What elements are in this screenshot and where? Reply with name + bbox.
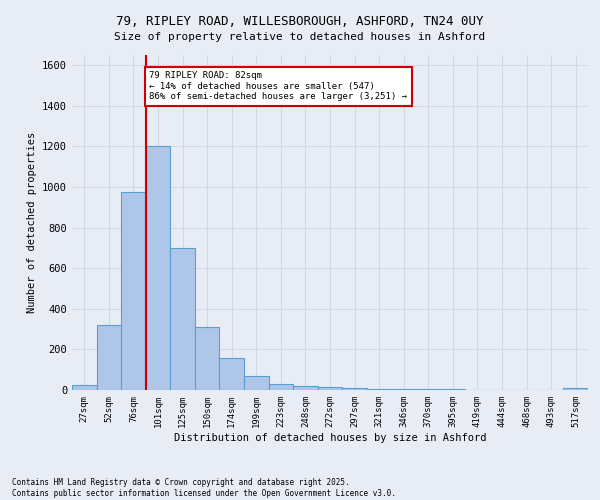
Bar bbox=[121, 192, 146, 390]
Text: 79, RIPLEY ROAD, WILLESBOROUGH, ASHFORD, TN24 0UY: 79, RIPLEY ROAD, WILLESBOROUGH, ASHFORD,… bbox=[116, 15, 484, 28]
Bar bbox=[318, 387, 342, 390]
Bar bbox=[72, 385, 97, 390]
Bar bbox=[220, 358, 244, 390]
Bar bbox=[269, 384, 293, 390]
Bar bbox=[195, 327, 220, 390]
Bar bbox=[97, 325, 121, 390]
Y-axis label: Number of detached properties: Number of detached properties bbox=[26, 132, 37, 313]
Text: 79 RIPLEY ROAD: 82sqm
← 14% of detached houses are smaller (547)
86% of semi-det: 79 RIPLEY ROAD: 82sqm ← 14% of detached … bbox=[149, 71, 407, 101]
Bar bbox=[170, 248, 195, 390]
Bar bbox=[244, 376, 269, 390]
X-axis label: Distribution of detached houses by size in Ashford: Distribution of detached houses by size … bbox=[174, 432, 486, 442]
Bar bbox=[367, 389, 391, 390]
Bar bbox=[293, 386, 318, 390]
Bar bbox=[146, 146, 170, 390]
Text: Size of property relative to detached houses in Ashford: Size of property relative to detached ho… bbox=[115, 32, 485, 42]
Bar bbox=[342, 388, 367, 390]
Text: Contains HM Land Registry data © Crown copyright and database right 2025.
Contai: Contains HM Land Registry data © Crown c… bbox=[12, 478, 396, 498]
Bar bbox=[563, 388, 588, 390]
